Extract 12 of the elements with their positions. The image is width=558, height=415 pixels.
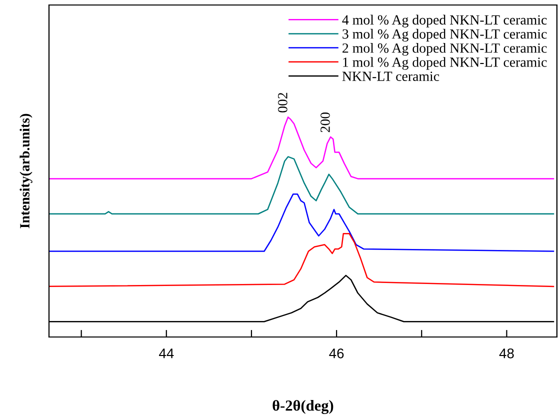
y-axis-title: Intensity(arb.units) <box>20 114 32 228</box>
legend-label: 1 mol % Ag doped NKN-LT ceramic <box>343 57 547 70</box>
annotation: 002 <box>278 92 288 112</box>
x-tick-label: 46 <box>329 348 344 358</box>
legend-label: 3 mol % Ag doped NKN-LT ceramic <box>342 28 547 42</box>
legend-label: NKN-LT ceramic <box>342 72 440 82</box>
x-tick-label: 44 <box>158 348 174 358</box>
legend-label: 2 mol % Ag doped NKN-LT ceramic <box>342 43 547 56</box>
annotation: 200 <box>320 112 330 132</box>
legend-label: 4 mol % Ag doped NKN-LT ceramic <box>342 14 547 28</box>
x-tick-label: 48 <box>499 348 514 358</box>
x-axis-title: θ-2θ(deg) <box>272 400 334 414</box>
